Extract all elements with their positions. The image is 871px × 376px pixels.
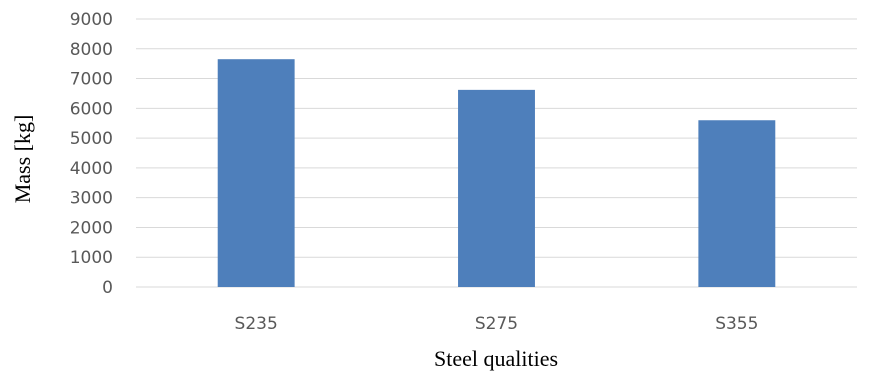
y-tick-label: 4000 xyxy=(70,159,113,179)
y-tick-label: 8000 xyxy=(70,40,113,60)
y-tick-label: 7000 xyxy=(70,70,113,90)
x-axis-title: Steel qualities xyxy=(434,346,558,371)
bar-s235 xyxy=(217,59,295,288)
bars xyxy=(217,59,776,288)
x-tick-label: S355 xyxy=(715,314,758,334)
y-axis-title: Mass [kg] xyxy=(10,115,35,204)
x-tick-label: S235 xyxy=(235,314,278,334)
x-tick-label: S275 xyxy=(475,314,518,334)
y-tick-label: 2000 xyxy=(70,218,113,238)
x-tick-labels: S235 S275 S355 xyxy=(235,314,759,334)
y-tick-label: 6000 xyxy=(70,99,113,119)
y-tick-label: 3000 xyxy=(70,189,113,209)
bar-s355 xyxy=(698,120,776,287)
y-tick-label: 1000 xyxy=(70,248,113,268)
bar-s275 xyxy=(458,89,535,287)
y-tick-label: 5000 xyxy=(70,129,113,149)
y-tick-label: 0 xyxy=(102,278,113,298)
y-tick-labels: 0 1000 2000 3000 4000 5000 6000 7000 8000 9000 xyxy=(70,10,113,298)
y-tick-label: 9000 xyxy=(70,10,113,30)
